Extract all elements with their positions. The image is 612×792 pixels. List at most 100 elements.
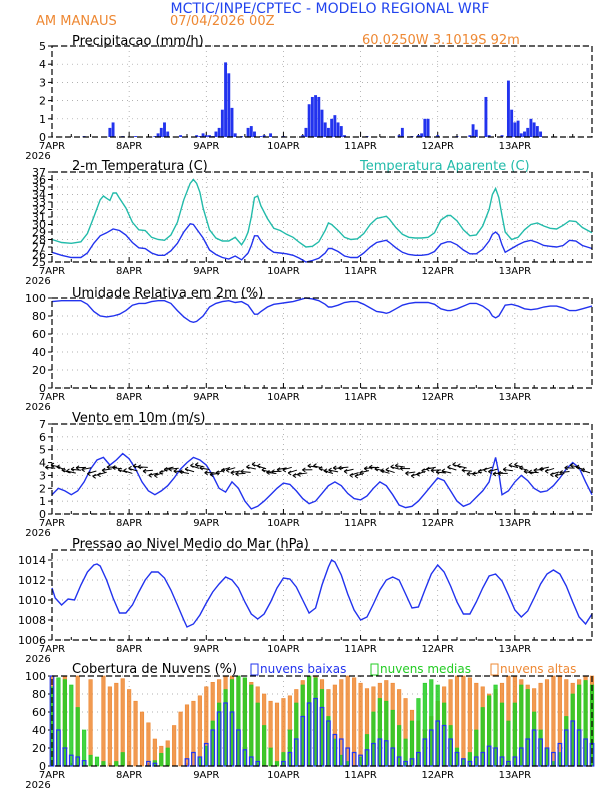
wind-arrow-head xyxy=(492,471,497,477)
precip-bar xyxy=(500,135,504,137)
cloud-bar-low xyxy=(390,747,396,767)
pres-xtick-label: 10APR xyxy=(267,644,300,655)
cloud-bar-mid xyxy=(114,761,119,767)
wind-arrow xyxy=(441,470,452,474)
wind-ytick-label: 2 xyxy=(39,482,46,495)
precip-bar xyxy=(314,95,318,137)
wind-ytick-label: 4 xyxy=(39,457,46,470)
temp-ytick-label: 34 xyxy=(32,189,46,202)
precip-bar xyxy=(224,62,228,137)
wind-arrow xyxy=(503,468,513,472)
temp-ytick-label: 26 xyxy=(32,249,46,262)
wind-arrow-head xyxy=(204,470,208,476)
temp-ytick-label: 25 xyxy=(32,256,46,269)
cloud-panel: 0 20 40 60 80 100 7APR 8APR 9APR 10APR 11APR 12APR 1… xyxy=(25,670,595,791)
precip-bar xyxy=(523,131,526,137)
precip-bar xyxy=(420,133,424,137)
temp-ytick-label: 32 xyxy=(32,204,46,217)
cloud-bar-low xyxy=(364,749,370,767)
cloud-frame xyxy=(51,675,593,767)
wind-arrow-head xyxy=(266,470,270,475)
precip-bar xyxy=(323,122,327,137)
precip-bar xyxy=(397,135,401,137)
precip-bar xyxy=(217,127,221,137)
wind-arrow xyxy=(246,466,256,470)
wind-arrow-head xyxy=(106,464,111,470)
wind-arrow-head xyxy=(302,467,306,473)
wind-arrow-head xyxy=(483,467,487,473)
rh-xtick-label: 8APR xyxy=(116,392,142,403)
cloud-bar-low xyxy=(210,729,216,767)
precip-bar xyxy=(108,127,112,137)
wind-arrow-head xyxy=(447,464,451,470)
cloud-bar-low xyxy=(525,738,531,767)
wind-arrow-head xyxy=(123,468,127,473)
precip-xtick-label: 12APR xyxy=(421,141,454,152)
wind-arrow-head xyxy=(173,468,178,474)
wind-ytick-label: 1 xyxy=(39,495,46,508)
wind-arrow-head xyxy=(209,472,214,478)
cloud-bar-mid xyxy=(159,753,164,767)
wind-arrow-head xyxy=(45,464,49,470)
cloud-bar-mid xyxy=(262,725,267,767)
precip-bar xyxy=(233,133,237,137)
wind-arrow xyxy=(559,471,570,474)
wind-arrow-head xyxy=(343,468,348,474)
precip-bar xyxy=(436,135,440,137)
cloud-bar-low xyxy=(326,720,331,767)
wind-year-label: 2026 xyxy=(25,528,50,539)
pres-ytick-label: 1012 xyxy=(18,574,46,587)
cloud-bar-low xyxy=(570,720,576,767)
wind-arrow-head xyxy=(528,469,532,475)
cloud-xtick-label: 12APR xyxy=(421,770,454,781)
rh-year-label: 2026 xyxy=(25,402,50,413)
precip-bar xyxy=(423,118,427,137)
cloud-bar-low xyxy=(146,760,151,767)
cloud-bar-low xyxy=(358,754,363,767)
wind-arrow-head xyxy=(137,464,142,470)
legend-mid-swatch xyxy=(370,663,379,676)
precip-bar xyxy=(416,135,420,137)
cloud-bar-low xyxy=(506,760,511,767)
wind-arrow xyxy=(235,472,246,475)
wind-arrow-head xyxy=(190,463,194,468)
temp-year-label: 2026 xyxy=(25,276,50,287)
precip-bar xyxy=(204,135,208,137)
location-label: AM MANAUS xyxy=(36,14,117,29)
cloud-bar-mid xyxy=(274,761,280,767)
precip-bar xyxy=(339,126,343,137)
cloud-bar-low xyxy=(236,729,241,767)
wind-arrow-head xyxy=(323,468,328,474)
wind-arrow-head xyxy=(514,462,518,468)
temp-ytick-label: 35 xyxy=(32,181,46,194)
cloud-bar-high xyxy=(146,722,151,767)
rh-xtick-label: 10APR xyxy=(267,392,300,403)
temp-line-temperatura-aparente xyxy=(51,178,593,248)
temp-xtick-label: 10APR xyxy=(267,266,300,277)
precip-bar xyxy=(516,120,520,137)
wind-arrow xyxy=(97,471,107,476)
rh-xtick-label: 11APR xyxy=(344,392,377,403)
wind-arrow xyxy=(66,470,76,474)
wind-arrow xyxy=(45,466,56,469)
wind-arrow-head xyxy=(75,465,80,471)
cloud-ytick-label: 100 xyxy=(25,670,46,683)
precip-ytick-label: 3 xyxy=(39,76,46,89)
precip-bar xyxy=(307,104,311,137)
wind-arrow-head xyxy=(359,470,363,476)
precip-bar xyxy=(510,109,514,137)
cloud-bar-low xyxy=(203,742,209,767)
wind-arrow xyxy=(395,465,406,468)
wind-arrow-head xyxy=(256,463,261,469)
wind-arrow-head xyxy=(159,470,163,475)
wind-arrow-head xyxy=(235,471,239,477)
wind-arrow-head xyxy=(132,463,137,469)
cloud-bar-high xyxy=(107,686,112,767)
precip-ytick-label: 2 xyxy=(39,95,46,108)
rh-xtick-label: 12APR xyxy=(421,392,454,403)
temp-xtick-label: 7APR xyxy=(39,266,65,277)
cloud-bar-mid xyxy=(101,761,106,767)
pres-xtick-label: 7APR xyxy=(39,644,65,655)
precip-ytick-label: 0 xyxy=(39,131,46,144)
